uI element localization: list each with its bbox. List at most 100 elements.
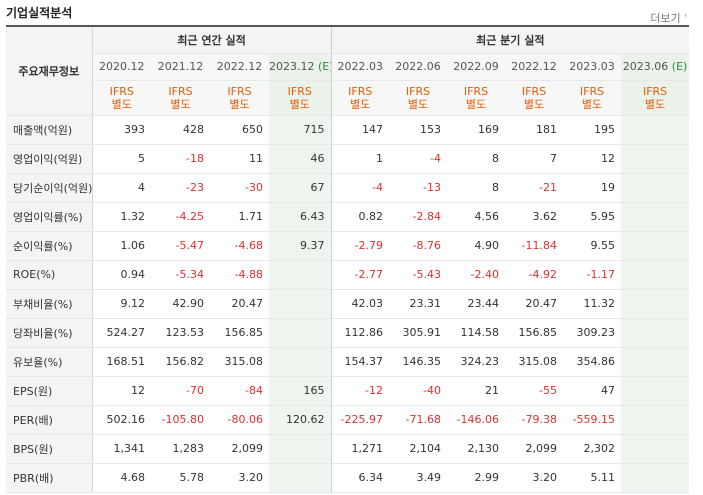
table-cell: 165 [269, 375, 332, 406]
ifrs-label-line2: 별도 [465, 97, 487, 111]
table-cell: 12 [563, 144, 622, 174]
table-cell: 1.71 [210, 201, 269, 232]
table-cell: -21 [505, 173, 564, 203]
table-cell: 23.44 [447, 288, 506, 319]
table-cell: -13 [389, 173, 448, 203]
table-cell [621, 231, 690, 261]
table-row: PBR(배) 4.68 5.78 3.20 6.34 3.49 2.99 3.20 5.11 [6, 463, 690, 493]
row-label: 영업이익률(%) [6, 201, 93, 232]
table-cell: 3.49 [389, 463, 448, 493]
period-date: 2020.12 [99, 60, 145, 73]
corner-header: 주요재무정보 [6, 25, 93, 116]
table-cell [621, 115, 690, 145]
table-cell: -11.84 [505, 231, 564, 261]
row-label: 유보율(%) [6, 347, 93, 377]
table-cell: -4 [389, 144, 448, 174]
table-cell: 9.37 [269, 231, 332, 261]
table-cell [621, 144, 690, 174]
row-label: 당기순이익(억원) [6, 173, 93, 203]
table-cell: 156.82 [151, 347, 210, 377]
ifrs-label-line1: IFRS [463, 84, 489, 98]
table-row: PER(배) 502.16 -105.80 -80.06 120.62 -225.97 -7… [6, 405, 690, 435]
ifrs-label-line2: 별도 [644, 97, 666, 111]
ifrs-label: IFRS 별도 [563, 80, 622, 116]
table-cell [621, 173, 690, 203]
table-cell: 0.94 [92, 260, 151, 290]
table-cell: 324.23 [447, 347, 506, 377]
table-cell: 4 [92, 173, 151, 203]
chevron-right-icon: › [684, 11, 687, 20]
table-cell: 715 [269, 115, 332, 145]
ifrs-label-line2: 별도 [229, 97, 250, 111]
table-row: 유보율(%) 168.51 156.82 315.08 154.37 146.35 324.… [6, 347, 690, 377]
table-cell: 156.85 [210, 318, 269, 348]
table-cell: 5.78 [151, 463, 210, 493]
table-cell: -5.43 [389, 260, 448, 290]
table-cell [269, 260, 332, 290]
table-cell: 315.08 [210, 347, 269, 377]
ifrs-label: IFRS 별도 [621, 80, 690, 116]
table-cell: -8.76 [389, 231, 448, 261]
period-date: 2022.03 [337, 60, 384, 73]
ifrs-label-line2: 별도 [523, 97, 545, 111]
table-cell: -2.79 [330, 231, 390, 261]
table-cell: -30 [210, 173, 269, 203]
table-cell: 2,104 [389, 434, 448, 464]
table-cell: 3.62 [505, 201, 564, 232]
row-label: 당좌비율(%) [6, 318, 93, 348]
table-cell: 20.47 [505, 288, 564, 319]
table-cell: 114.58 [447, 318, 506, 348]
more-link-label: 더보기 [650, 12, 681, 25]
table-cell: 147 [330, 115, 390, 145]
ifrs-label-line1: IFRS [579, 84, 605, 98]
table-cell: 4.68 [92, 463, 151, 493]
table-cell: 168.51 [92, 347, 151, 377]
table-cell: -2.40 [447, 260, 506, 290]
period-date: 2023.03 [569, 60, 615, 73]
table-cell [269, 288, 332, 319]
ifrs-label-line1: IFRS [405, 84, 431, 98]
quarterly-group-header: 최근 분기 실적 [330, 25, 690, 54]
table-cell: -559.15 [563, 405, 622, 435]
table-cell: 354.86 [563, 347, 622, 377]
table-row: ROE(%) 0.94 -5.34 -4.88 -2.77 -5.43 -2.40 -4.92… [6, 260, 690, 290]
table-cell: -79.38 [505, 405, 564, 435]
row-label: PER(배) [6, 405, 93, 435]
period-header: 2023.06 (E) [621, 53, 690, 81]
period-date: 2023.06 [622, 60, 669, 73]
table-cell: 23.31 [389, 288, 448, 319]
table-cell: 1,271 [330, 434, 390, 464]
period-date: 2023.12 [269, 60, 315, 73]
period-header: 2022.12 [505, 53, 564, 81]
period-header: 2020.12 [92, 53, 151, 81]
table-cell: 2,130 [447, 434, 506, 464]
table-cell: 46 [269, 144, 332, 174]
ifrs-label-line1: IFRS [348, 84, 373, 98]
ifrs-label-line2: 별도 [111, 97, 132, 111]
table-cell: 156.85 [505, 318, 564, 348]
period-header: 2023.03 [563, 53, 622, 81]
table-cell: 524.27 [92, 318, 151, 348]
table-cell: 6.34 [330, 463, 390, 493]
table-cell: -18 [151, 144, 210, 174]
table-cell: 8 [447, 144, 506, 174]
table-cell: 5.11 [563, 463, 622, 493]
section-title: 기업실적분석 [6, 6, 73, 20]
table-cell: -80.06 [210, 405, 269, 435]
period-header: 2022.03 [330, 53, 390, 81]
table-cell: 428 [151, 115, 210, 145]
table-cell: -4.68 [210, 231, 269, 261]
table-cell: -4.25 [151, 201, 210, 232]
ifrs-label-line1: IFRS [109, 84, 134, 98]
table-cell: -1.17 [563, 260, 622, 290]
ifrs-label: IFRS 별도 [269, 80, 332, 116]
table-cell: -84 [210, 375, 269, 406]
table-row: 영업이익률(%) 1.32 -4.25 1.71 6.43 0.82 -2.84 4.56 3.… [6, 201, 690, 232]
table-cell: 169 [447, 115, 506, 145]
table-cell: 315.08 [505, 347, 564, 377]
table-cell: 1,283 [151, 434, 210, 464]
table-cell: -5.47 [151, 231, 210, 261]
more-link[interactable]: 더보기 › [650, 10, 687, 26]
period-date: 2022.12 [216, 60, 263, 73]
table-row: 영업이익(억원) 5 -18 11 46 1 -4 8 7 12 [6, 144, 690, 174]
